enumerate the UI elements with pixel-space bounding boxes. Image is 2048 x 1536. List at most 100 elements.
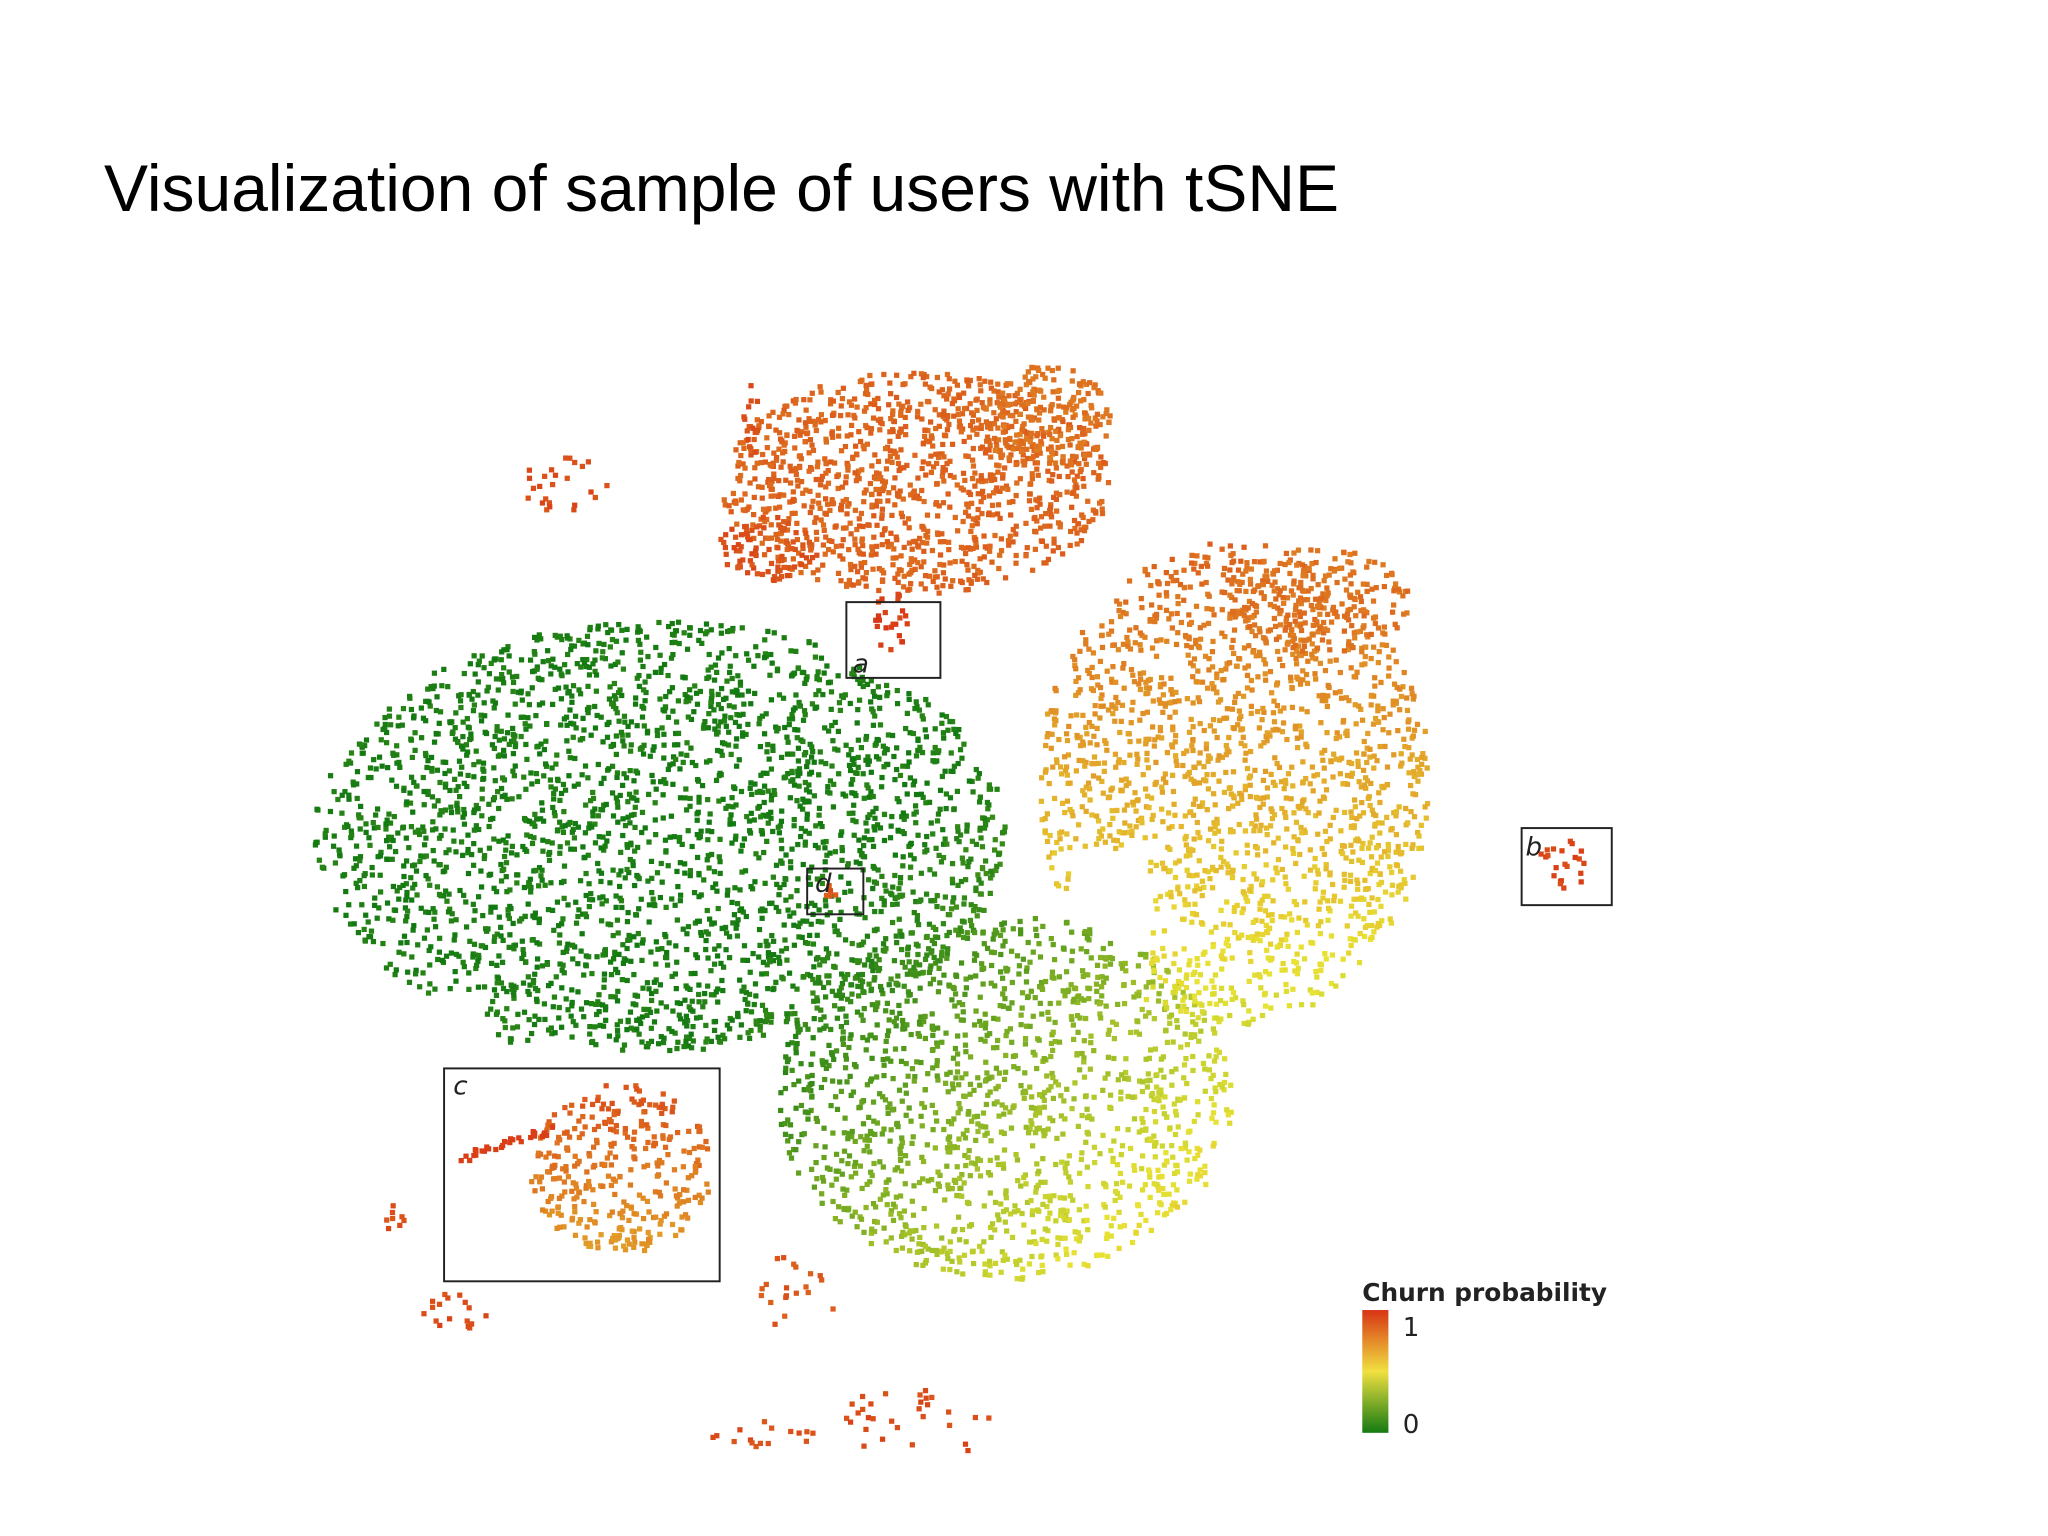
point	[681, 1043, 687, 1050]
point	[727, 663, 733, 669]
point	[958, 1017, 964, 1023]
point	[560, 949, 566, 956]
point	[916, 1241, 922, 1247]
point	[918, 1113, 924, 1119]
point	[860, 443, 866, 449]
point	[544, 720, 550, 727]
point	[1077, 469, 1083, 475]
point	[698, 929, 704, 936]
point	[955, 1051, 961, 1057]
point	[443, 888, 449, 894]
point	[860, 842, 867, 849]
point	[911, 778, 918, 784]
point	[465, 724, 471, 730]
point	[470, 708, 477, 714]
point	[1052, 1039, 1058, 1045]
point	[887, 438, 893, 444]
point	[972, 1022, 978, 1028]
point	[1003, 440, 1009, 446]
point	[1131, 1116, 1138, 1122]
point	[807, 881, 813, 887]
point	[452, 969, 458, 975]
point	[860, 523, 866, 530]
point	[818, 1007, 824, 1013]
point	[874, 1074, 880, 1080]
point	[965, 567, 971, 573]
point	[782, 1121, 788, 1127]
point	[1117, 1224, 1123, 1230]
point	[1169, 1069, 1175, 1075]
point	[947, 560, 953, 566]
point	[529, 840, 536, 847]
point	[1015, 1208, 1021, 1214]
point	[569, 942, 576, 948]
point	[431, 670, 438, 676]
point	[1030, 1143, 1036, 1149]
point	[560, 781, 567, 788]
point	[1035, 1126, 1041, 1132]
point	[1048, 1053, 1054, 1060]
point	[1014, 1261, 1020, 1268]
point	[785, 771, 791, 777]
point	[830, 398, 837, 404]
point	[1050, 548, 1056, 554]
point	[473, 823, 479, 829]
point	[976, 907, 982, 913]
point	[714, 669, 720, 676]
point	[471, 761, 477, 768]
point	[1024, 994, 1031, 1001]
point	[494, 962, 500, 968]
point	[1195, 1099, 1201, 1105]
point	[895, 571, 901, 577]
point	[1018, 1012, 1024, 1018]
point	[822, 551, 828, 557]
point	[1015, 1177, 1021, 1184]
point	[856, 697, 863, 703]
point	[970, 1260, 977, 1267]
point	[926, 439, 933, 445]
point	[446, 891, 452, 897]
point	[935, 811, 942, 817]
point	[784, 541, 791, 547]
point	[602, 1007, 609, 1013]
point	[1164, 1039, 1171, 1046]
point	[651, 744, 657, 750]
point	[897, 1193, 904, 1199]
point	[1080, 475, 1086, 482]
point	[858, 560, 864, 567]
point	[1041, 1133, 1047, 1139]
point	[395, 830, 401, 836]
point	[1146, 1055, 1152, 1061]
point	[668, 655, 675, 661]
point	[818, 1084, 825, 1091]
point	[905, 1073, 911, 1079]
point	[749, 791, 755, 797]
point	[464, 716, 470, 722]
point	[1094, 988, 1100, 994]
point	[1078, 537, 1085, 544]
point	[576, 637, 582, 644]
point	[457, 771, 464, 777]
point	[890, 884, 896, 890]
point	[776, 892, 782, 898]
point	[947, 912, 953, 918]
point	[319, 864, 325, 870]
point	[898, 553, 904, 559]
point	[564, 722, 570, 728]
point	[595, 860, 601, 867]
point	[731, 912, 738, 918]
point	[847, 561, 854, 568]
point	[801, 1131, 807, 1137]
point	[958, 960, 965, 966]
point	[892, 777, 898, 783]
point	[784, 432, 790, 438]
point	[870, 688, 876, 695]
point	[934, 460, 940, 467]
point	[492, 778, 498, 784]
point	[427, 981, 433, 987]
point	[540, 818, 547, 824]
point	[911, 909, 917, 916]
point	[693, 1015, 700, 1021]
point	[496, 914, 502, 920]
point	[952, 1003, 958, 1009]
